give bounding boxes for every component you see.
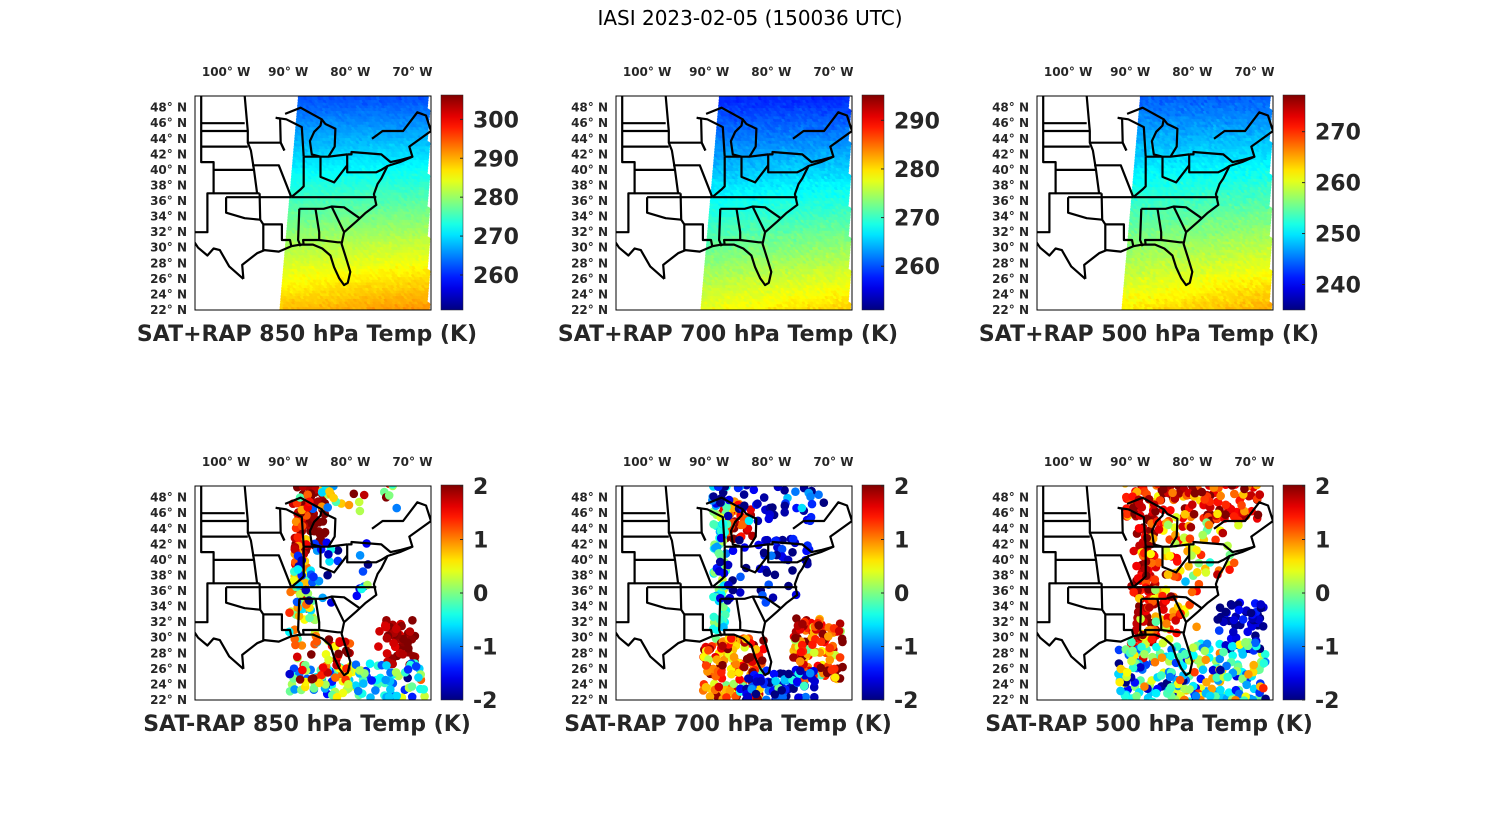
y-tick-label: 22° N xyxy=(150,303,187,317)
y-tick-label: 32° N xyxy=(150,225,187,239)
data-layer xyxy=(279,96,431,310)
y-tick-label: 40° N xyxy=(150,163,187,177)
colorbar-tick-label: 300 xyxy=(473,108,519,133)
colorbar xyxy=(440,94,464,311)
x-tick-label: 100° W xyxy=(202,65,250,79)
y-tick-label: 44° N xyxy=(150,132,187,146)
x-tick-label: 80° W xyxy=(330,65,370,79)
y-tick-label: 26° N xyxy=(150,272,187,286)
y-tick-label: 46° N xyxy=(150,116,187,130)
x-tick-label: 90° W xyxy=(268,65,308,79)
y-tick-label: 36° N xyxy=(150,194,187,208)
panel-2: 100° W 90° W 80° W 70° W22° N24° N26° N28° … xyxy=(558,65,940,347)
figure-title: IASI 2023-02-05 (150036 UTC) xyxy=(597,6,903,30)
colorbar-tick-label: 270 xyxy=(473,225,519,250)
y-tick-label: 24° N xyxy=(150,287,187,301)
colorbar-tick-label: 280 xyxy=(473,186,519,211)
panel-1: 100° W 90° W 80° W 70° W 22° N 24° N26° N 28° … xyxy=(137,65,519,347)
colorbar-tick-label: 260 xyxy=(473,264,519,289)
x-tick-label: 70° W xyxy=(392,65,432,79)
y-tick-label: 30° N xyxy=(150,241,187,255)
panel-title: SAT+RAP 850 hPa Temp (K) xyxy=(137,322,477,347)
y-tick-label: 34° N xyxy=(150,210,187,224)
y-tick-label: 38° N xyxy=(150,179,187,193)
y-tick-label: 42° N xyxy=(150,147,187,161)
y-tick-label: 28° N xyxy=(150,256,187,270)
y-tick-label: 48° N xyxy=(150,101,187,115)
colorbar-tick-label: 290 xyxy=(473,147,519,172)
